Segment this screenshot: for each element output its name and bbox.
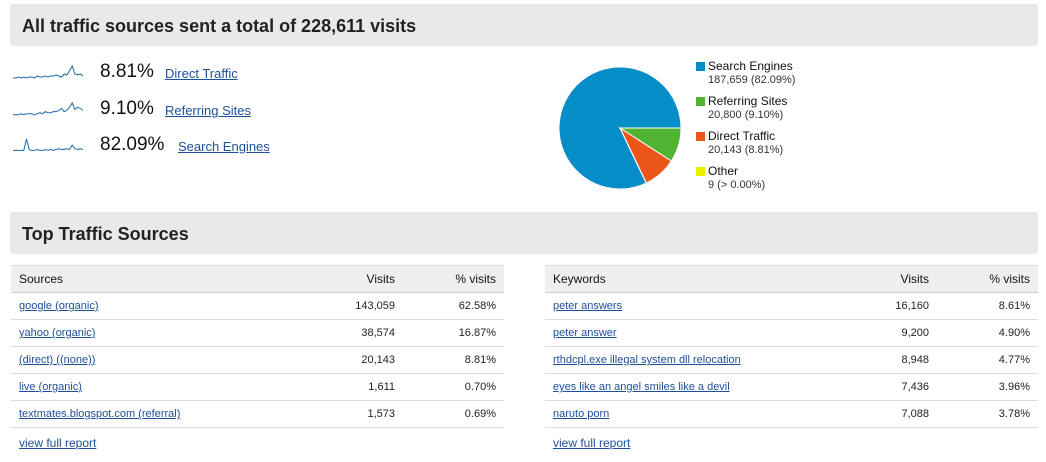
table-row: google (organic) 143,059 62.58% — [11, 292, 504, 320]
legend-label-referring-sites: Referring Sites — [708, 94, 788, 108]
visits-cell: 38,574 — [317, 319, 403, 347]
percent-cell: 0.69% — [403, 400, 504, 428]
table-row: textmates.blogspot.com (referral) 1,573 … — [11, 400, 504, 428]
legend-value-other: 9 (> 0.00%) — [708, 179, 766, 191]
visits-cell: 1,611 — [317, 373, 403, 401]
visits-cell: 20,143 — [317, 346, 403, 374]
percent-cell: 16.87% — [403, 319, 504, 347]
column-header-percent-visits[interactable]: % visits — [403, 265, 504, 293]
column-header-visits[interactable]: Visits — [851, 265, 937, 293]
visits-cell: 16,160 — [851, 292, 937, 320]
sparkline-search-engines — [13, 138, 84, 151]
keywords-table: Keywords Visits % visits peter answers 1… — [545, 265, 1038, 428]
page-title: All traffic sources sent a total of 228,… — [22, 16, 417, 36]
referring-sites-link[interactable]: Referring Sites — [165, 103, 251, 118]
percent-cell: 0.70% — [403, 373, 504, 401]
table-row: live (organic) 1,611 0.70% — [11, 373, 504, 401]
visits-cell: 7,088 — [851, 400, 937, 428]
search-engines-percent: 82.09% — [100, 134, 165, 155]
legend-label-direct-traffic: Direct Traffic — [708, 129, 776, 143]
sparkline-referring-sites — [13, 101, 84, 116]
legend-label-search-engines: Search Engines — [708, 59, 793, 73]
direct-traffic-percent: 8.81% — [100, 61, 154, 82]
table-row: yahoo (organic) 38,574 16.87% — [11, 319, 504, 347]
legend-swatch-direct-traffic — [696, 132, 705, 141]
keywords-view-full-report-link[interactable]: view full report — [553, 436, 631, 450]
referring-sites-percent: 9.10% — [100, 98, 154, 119]
column-header-visits[interactable]: Visits — [317, 265, 403, 293]
table-row: eyes like an angel smiles like a devil 7… — [545, 373, 1038, 401]
sources-table: Sources Visits % visits google (organic)… — [11, 265, 504, 428]
keyword-link[interactable]: rthdcpl.exe illegal system dll relocatio… — [553, 354, 741, 366]
keyword-link[interactable]: peter answer — [553, 327, 617, 339]
column-header-sources[interactable]: Sources — [11, 265, 317, 293]
search-engines-link[interactable]: Search Engines — [178, 139, 270, 154]
table-row: rthdcpl.exe illegal system dll relocatio… — [545, 346, 1038, 374]
summary-header: All traffic sources sent a total of 228,… — [10, 4, 1038, 46]
table-row: peter answers 16,160 8.61% — [545, 292, 1038, 320]
column-header-keywords[interactable]: Keywords — [545, 265, 851, 293]
keyword-link[interactable]: naruto porn — [553, 408, 610, 420]
visits-cell: 143,059 — [317, 292, 403, 320]
source-link[interactable]: google (organic) — [19, 300, 99, 312]
legend-swatch-referring-sites — [696, 97, 705, 106]
sparkline-direct-traffic — [13, 64, 84, 79]
visits-cell: 9,200 — [851, 319, 937, 347]
visits-cell: 1,573 — [317, 400, 403, 428]
traffic-pie-chart — [558, 66, 682, 190]
legend-label-other: Other — [708, 164, 739, 178]
percent-cell: 62.58% — [403, 292, 504, 320]
table-header-row: Sources Visits % visits — [11, 265, 504, 293]
table-row: (direct) ((none)) 20,143 8.81% — [11, 346, 504, 374]
legend-value-direct-traffic: 20,143 (8.81%) — [708, 144, 784, 156]
source-link[interactable]: textmates.blogspot.com (referral) — [19, 408, 181, 420]
pie-slice-other[interactable] — [619, 127, 647, 184]
source-link[interactable]: (direct) ((none)) — [19, 354, 96, 366]
percent-cell: 3.78% — [937, 400, 1038, 428]
direct-traffic-link[interactable]: Direct Traffic — [165, 66, 238, 81]
percent-cell: 4.90% — [937, 319, 1038, 347]
section-title: Top Traffic Sources — [22, 224, 189, 244]
legend-swatch-other — [696, 167, 705, 176]
sources-view-full-report-link[interactable]: view full report — [19, 436, 97, 450]
percent-cell: 8.81% — [403, 346, 504, 374]
percent-cell: 4.77% — [937, 346, 1038, 374]
percent-cell: 3.96% — [937, 373, 1038, 401]
table-row: naruto porn 7,088 3.78% — [545, 400, 1038, 428]
table-row: peter answer 9,200 4.90% — [545, 319, 1038, 347]
column-header-percent-visits[interactable]: % visits — [937, 265, 1038, 293]
percent-cell: 8.61% — [937, 292, 1038, 320]
legend-value-search-engines: 187,659 (82.09%) — [708, 74, 796, 86]
visits-cell: 7,436 — [851, 373, 937, 401]
legend-value-referring-sites: 20,800 (9.10%) — [708, 109, 784, 121]
keyword-link[interactable]: peter answers — [553, 300, 623, 312]
source-link[interactable]: live (organic) — [19, 381, 82, 393]
top-sources-header: Top Traffic Sources — [10, 212, 1038, 254]
legend-swatch-search-engines — [696, 62, 705, 71]
visits-cell: 8,948 — [851, 346, 937, 374]
table-header-row: Keywords Visits % visits — [545, 265, 1038, 293]
source-link[interactable]: yahoo (organic) — [19, 327, 96, 339]
keyword-link[interactable]: eyes like an angel smiles like a devil — [553, 381, 730, 393]
